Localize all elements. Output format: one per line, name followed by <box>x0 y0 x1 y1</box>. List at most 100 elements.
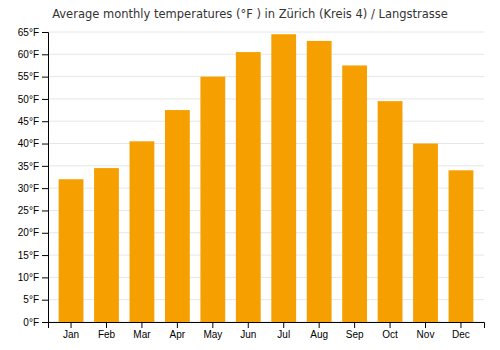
y-tick-label: 25°F <box>18 205 39 216</box>
bar <box>200 77 225 322</box>
y-tick-label: 35°F <box>18 161 39 172</box>
x-tick-label: Jul <box>277 329 290 340</box>
bar <box>378 101 403 322</box>
x-tick: Oct <box>382 322 398 340</box>
y-tick: 60°F <box>18 49 48 60</box>
grid-line <box>48 32 484 33</box>
y-axis: 0°F 5°F 10°F 15°F 20°F 25°F 30°F 35°F 40°F 45°F 50… <box>18 27 49 328</box>
y-tick: 55°F <box>18 71 48 82</box>
bar <box>342 65 367 322</box>
grid <box>48 32 484 322</box>
x-tick-mark <box>248 322 249 328</box>
x-tick: Feb <box>98 322 116 340</box>
x-tick-mark <box>141 322 142 328</box>
title: Average monthly temperatures (°F ) in Zü… <box>52 7 448 21</box>
y-tick: 10°F <box>18 272 48 283</box>
y-tick-label: 45°F <box>18 116 39 127</box>
x-tick-label: Nov <box>417 329 435 340</box>
x-tick: Jun <box>240 322 256 340</box>
y-tick-mark <box>42 121 48 122</box>
grid-line <box>48 121 484 122</box>
x-tick-label: May <box>203 329 222 340</box>
bar <box>236 52 261 322</box>
x-tick-label: Oct <box>382 329 398 340</box>
x-tick-mark <box>177 322 178 328</box>
x-tick-label: Jan <box>63 329 79 340</box>
x-tick: Mar <box>133 322 151 340</box>
y-tick-mark <box>42 188 48 189</box>
x-tick-label: Mar <box>133 329 151 340</box>
y-tick: 25°F <box>18 205 48 216</box>
x-tick-label: Aug <box>310 329 328 340</box>
chart-svg: 0°F 5°F 10°F 15°F 20°F 25°F 30°F 35°F 40°F 45°F 50… <box>0 0 500 350</box>
y-tick-label: 10°F <box>18 272 39 283</box>
y-tick: 20°F <box>18 227 48 238</box>
x-tick-mark <box>106 322 107 328</box>
y-tick: 5°F <box>23 294 48 305</box>
x-tick: Dec <box>452 322 470 340</box>
y-tick-mark <box>42 277 48 278</box>
x-tick-mark <box>71 322 72 328</box>
y-tick-mark <box>42 210 48 211</box>
y-tick-mark <box>42 233 48 234</box>
y-tick-label: 0°F <box>23 317 39 328</box>
y-tick-label: 15°F <box>18 250 39 261</box>
x-tick-mark <box>319 322 320 328</box>
x-tick-label: Sep <box>346 329 364 340</box>
x-tick: Aug <box>310 322 328 340</box>
x-tick-label: Feb <box>98 329 116 340</box>
y-tick: 35°F <box>18 161 48 172</box>
x-tick: Apr <box>170 322 186 340</box>
y-tick: 40°F <box>18 138 48 149</box>
bar <box>413 144 438 322</box>
plot-area: 0°F 5°F 10°F 15°F 20°F 25°F 30°F 35°F 40°F 45°F 50… <box>18 27 485 340</box>
y-tick-label: 40°F <box>18 138 39 149</box>
y-tick: 65°F <box>18 27 48 38</box>
bar <box>94 168 119 322</box>
grid-line <box>48 76 484 77</box>
y-tick-mark <box>42 300 48 301</box>
y-tick-mark <box>42 77 48 78</box>
x-tick-mark <box>354 322 355 328</box>
grid-line <box>48 98 484 99</box>
bar <box>449 170 474 322</box>
chart-container: 0°F 5°F 10°F 15°F 20°F 25°F 30°F 35°F 40°F 45°F 50… <box>0 0 500 350</box>
y-tick-mark <box>42 144 48 145</box>
y-tick: 0°F <box>23 317 48 328</box>
y-tick: 45°F <box>18 116 48 127</box>
x-tick-mark <box>390 322 391 328</box>
y-tick-mark <box>42 32 48 33</box>
y-tick-label: 50°F <box>18 94 39 105</box>
x-tick-mark <box>212 322 213 328</box>
y-tick-label: 30°F <box>18 183 39 194</box>
y-tick-mark <box>42 322 48 323</box>
y-tick-label: 20°F <box>18 227 39 238</box>
x-tick-mark <box>460 322 461 328</box>
x-tick: Nov <box>417 322 435 340</box>
x-tick-label: Apr <box>170 329 186 340</box>
y-tick-mark <box>42 99 48 100</box>
bar <box>130 141 155 322</box>
y-tick-label: 55°F <box>18 71 39 82</box>
y-tick-label: 65°F <box>18 27 39 38</box>
y-tick: 15°F <box>18 250 48 261</box>
x-tick-label: Jun <box>240 329 256 340</box>
x-tick: Jul <box>277 322 290 340</box>
bars <box>59 34 474 322</box>
x-tick: May <box>203 322 222 340</box>
bar <box>271 34 296 322</box>
y-tick-mark <box>42 54 48 55</box>
bar <box>307 41 332 322</box>
x-tick: Sep <box>346 322 364 340</box>
y-tick-mark <box>42 166 48 167</box>
bar <box>165 110 190 322</box>
x-tick-label: Dec <box>452 329 470 340</box>
x-tick-mark <box>283 322 284 328</box>
y-tick-mark <box>42 255 48 256</box>
x-tick: Jan <box>63 322 79 340</box>
y-tick: 30°F <box>18 183 48 194</box>
x-tick-mark <box>425 322 426 328</box>
y-tick-label: 60°F <box>18 49 39 60</box>
grid-line <box>48 54 484 55</box>
y-axis-line <box>42 33 49 323</box>
